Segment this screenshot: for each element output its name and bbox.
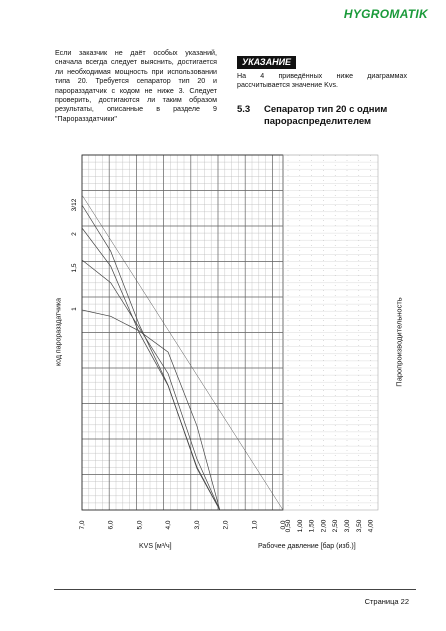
pressure-tick-label: 1,50 xyxy=(309,519,316,532)
pressure-tick-label: 1,00 xyxy=(297,519,304,532)
kvs-tick-label: 7,0 xyxy=(79,520,86,529)
footer-divider xyxy=(54,589,416,590)
curve-code-1 xyxy=(81,204,221,511)
pressure-tick-label: 3,50 xyxy=(356,519,363,532)
note-text: На 4 приведённых ниже диаграммах рассчит… xyxy=(237,72,407,90)
hygromatik-logo: HYGROMATIK xyxy=(343,7,428,21)
code-tick-label: 1 xyxy=(71,307,78,311)
pressure-tick-label: 0,50 xyxy=(285,519,292,532)
section-title: Сепаратор тип 20 с одним парораспределит… xyxy=(264,104,388,127)
pressure-tick-label: 2,00 xyxy=(320,519,327,532)
curve-code-2 xyxy=(81,227,221,511)
code-tick-label: 1,5 xyxy=(71,263,78,272)
kvs-tick-label: 3,0 xyxy=(194,520,201,529)
note-badge: УКАЗАНИЕ xyxy=(237,56,297,69)
kvs-tick-label: 6,0 xyxy=(108,520,115,529)
code-tick-label: 2 xyxy=(71,232,78,236)
curve-code-4 xyxy=(81,309,221,511)
code-tick-label: 3/12 xyxy=(71,198,78,211)
pressure-axis-label: Рабочее давление [бар (изб.)] xyxy=(258,543,356,550)
curve-code-3 xyxy=(81,259,221,511)
output-panel-frame xyxy=(282,154,379,511)
kvs-tick-label: 1,0 xyxy=(251,520,258,529)
kvs-tick-label: 4,0 xyxy=(165,520,172,529)
intro-paragraph: Если заказчик не даёт особых указаний, с… xyxy=(55,49,217,123)
pressure-tick-label: 3,00 xyxy=(344,519,351,532)
y-axis-label: код пароразздатчика xyxy=(55,298,63,366)
x-axis-label: KVS [м³/ч] xyxy=(139,543,172,550)
page-number: Страница 22 xyxy=(364,597,409,606)
section-number: 5.3 xyxy=(237,104,251,115)
kvs-tick-label: 2,0 xyxy=(223,520,230,529)
pressure-tick-label: 2,50 xyxy=(332,519,339,532)
output-axis-label: Паропроизводительность xyxy=(394,297,404,387)
kvs-tick-label: 5,0 xyxy=(136,520,143,529)
kvs-tick-label: 0,0 xyxy=(280,520,287,529)
guide-line xyxy=(81,194,284,511)
pressure-tick-label: 4,00 xyxy=(368,519,375,532)
